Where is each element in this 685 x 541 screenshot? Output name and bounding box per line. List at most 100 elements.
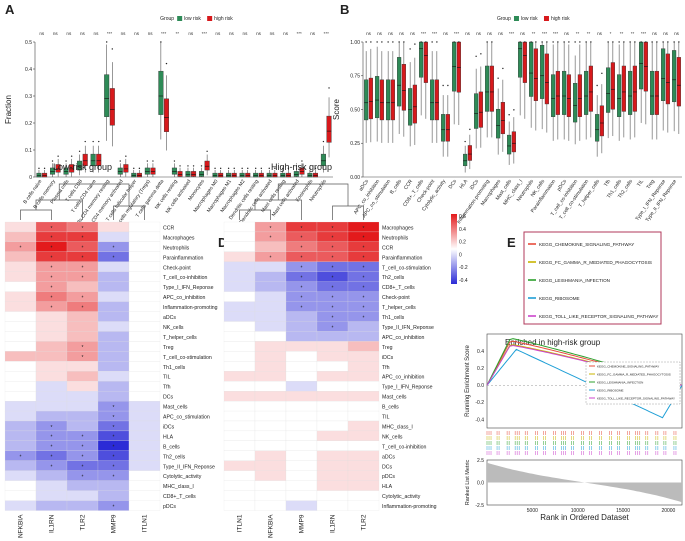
heatmap-cell xyxy=(254,281,287,292)
heatmap-cell xyxy=(128,361,161,372)
heatmap-row-label: Check-point xyxy=(163,265,191,271)
heatmap-cell xyxy=(223,490,256,501)
heatmap-cell xyxy=(254,301,287,312)
heatmap-cell xyxy=(4,470,37,481)
heatmap-cell xyxy=(35,321,68,332)
panel-label-B: B xyxy=(340,2,349,17)
outlier-point xyxy=(314,167,317,170)
box-high xyxy=(82,153,88,167)
heatmap-cell xyxy=(4,440,37,451)
significance-label: ** xyxy=(532,31,536,36)
heatmap-cell xyxy=(285,321,318,332)
heatmap-cell xyxy=(128,251,161,262)
heatmap-row-label: MHC_class_I xyxy=(163,484,194,490)
heatmap-row-label: APC_co_inhibition xyxy=(382,375,425,381)
heatmap-cell xyxy=(254,361,287,372)
heatmap-cell xyxy=(223,410,256,422)
box-low xyxy=(77,160,83,171)
box-high xyxy=(555,70,560,115)
heatmap-cell xyxy=(316,371,349,382)
heatmap-cell xyxy=(97,261,130,272)
heatmap-cell xyxy=(316,410,349,422)
heatmap-cell xyxy=(254,271,287,282)
box-low xyxy=(628,70,633,115)
heatmap-cell xyxy=(254,470,287,481)
heatmap-cell xyxy=(285,460,318,471)
heatmap-row-label: Inflammation-promoting xyxy=(163,305,218,311)
heatmap-star: * xyxy=(82,276,84,282)
heatmap-cell xyxy=(223,251,256,262)
outlier-point xyxy=(84,140,86,143)
significance-label: ns xyxy=(148,31,154,36)
heatmap-column-label: NFKBIA xyxy=(268,514,275,538)
heatmap-cell xyxy=(254,420,287,432)
heatmap-star: * xyxy=(332,256,334,262)
color-scale-tick: 0 xyxy=(459,252,462,258)
heatmap-column-label: TLR2 xyxy=(80,514,87,530)
heatmap-cell xyxy=(223,381,256,392)
significance-label: *** xyxy=(641,31,647,36)
heatmap-star: * xyxy=(363,236,365,242)
outlier-point xyxy=(601,72,603,75)
heatmap-cell xyxy=(347,381,380,392)
heatmap-cell xyxy=(316,480,349,491)
heatmap-cell xyxy=(128,291,161,302)
heatmap-cell xyxy=(35,391,68,402)
significance-label: *** xyxy=(296,31,302,36)
heatmap-star: * xyxy=(51,246,53,252)
heatmap-row-label: TIL xyxy=(382,415,390,421)
heatmap-row-label: MHC_class_I xyxy=(382,424,413,430)
outlier-point xyxy=(623,41,625,43)
outlier-point xyxy=(146,160,149,162)
outlier-point xyxy=(70,155,73,157)
heatmap-row-label: Check-point xyxy=(382,295,410,301)
heatmap-row-label: Type_II_IFN_Reponse xyxy=(163,464,215,470)
box-low xyxy=(639,41,644,90)
heatmap-cell xyxy=(223,420,256,432)
significance-label: ns xyxy=(564,31,570,36)
heatmap-star: * xyxy=(113,425,115,431)
outlier-point xyxy=(431,41,433,43)
heatmap-star: * xyxy=(363,285,365,291)
heatmap-row-label: pDCs xyxy=(163,504,176,510)
heatmap-column-label: IL1RN xyxy=(330,514,337,533)
heatmap-cell xyxy=(4,231,37,242)
heatmap-column-label: ITLN1 xyxy=(237,514,244,532)
heatmap-cell xyxy=(347,321,380,332)
heatmap-column-label: TLR2 xyxy=(361,514,368,530)
significance-label: ** xyxy=(620,31,624,36)
heatmap-cell xyxy=(285,500,318,511)
heatmap-cell xyxy=(4,430,37,442)
heatmap-row-label: T_cell_co-inhibition xyxy=(163,275,208,281)
significance-label: ** xyxy=(175,31,179,36)
heatmap-cell xyxy=(223,261,256,272)
box-low xyxy=(293,171,299,177)
outlier-point xyxy=(282,167,284,170)
box-high xyxy=(299,167,305,175)
significance-label: *** xyxy=(107,31,113,36)
heatmap-star: * xyxy=(51,425,53,431)
box-high xyxy=(544,53,549,105)
x-tick-label: HLA xyxy=(459,178,470,190)
heatmap-cell xyxy=(4,490,37,501)
heatmap-row-label: APC_co_inhibition xyxy=(163,295,206,301)
heatmap-cell xyxy=(254,480,287,491)
heatmap-cell xyxy=(128,391,161,402)
heatmap-cell xyxy=(316,430,349,442)
outlier-point xyxy=(92,140,94,143)
heatmap-cell xyxy=(347,480,380,491)
outlier-point xyxy=(491,41,493,43)
outlier-point xyxy=(612,41,614,43)
heatmap-cell xyxy=(97,291,130,302)
outlier-point xyxy=(403,41,405,43)
heatmap-cell xyxy=(223,430,256,442)
box-low xyxy=(485,65,490,112)
heatmap-cell xyxy=(223,500,256,511)
heatmap-row-label: Parainflammation xyxy=(382,255,422,261)
outlier-point xyxy=(241,167,243,170)
box-low xyxy=(397,57,402,107)
heatmap-cell xyxy=(4,420,37,432)
heatmap-star: * xyxy=(82,355,84,361)
heatmap-cell xyxy=(223,331,256,342)
heatmap-row-label: HLA xyxy=(382,484,393,490)
